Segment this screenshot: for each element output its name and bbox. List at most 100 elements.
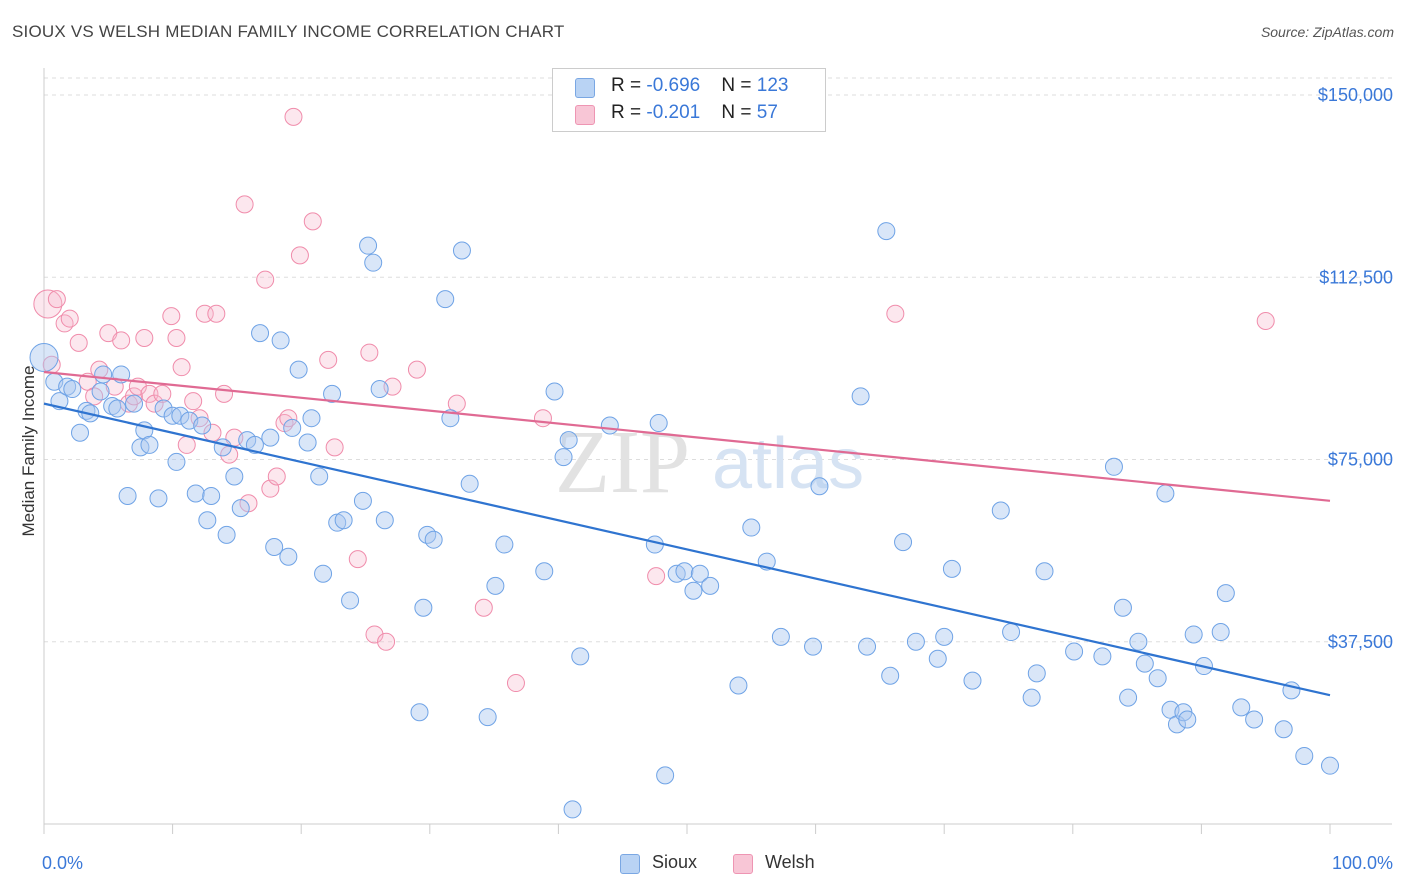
sioux-point bbox=[91, 382, 110, 401]
sioux-point bbox=[341, 591, 360, 610]
sioux-point bbox=[1295, 746, 1314, 765]
sioux-point bbox=[29, 342, 59, 372]
sioux-point bbox=[245, 435, 264, 454]
welsh-point bbox=[215, 384, 234, 403]
sioux-point bbox=[1035, 562, 1054, 581]
sioux-point bbox=[991, 501, 1010, 520]
welsh-point bbox=[69, 333, 88, 352]
sioux-point bbox=[1022, 688, 1041, 707]
y-tick-label: $150,000 bbox=[1318, 85, 1393, 105]
sioux-point bbox=[559, 431, 578, 450]
welsh-point bbox=[377, 632, 396, 651]
sioux-point bbox=[935, 627, 954, 646]
sioux-point bbox=[231, 499, 250, 518]
welsh-point bbox=[172, 358, 191, 377]
sioux-point bbox=[265, 537, 284, 556]
sioux-point bbox=[1002, 623, 1021, 642]
sioux-point bbox=[1113, 598, 1132, 617]
welsh-point bbox=[184, 392, 203, 411]
welsh-point bbox=[207, 304, 226, 323]
welsh-point bbox=[474, 598, 493, 617]
sioux-point bbox=[656, 766, 675, 785]
sioux-point bbox=[1245, 710, 1264, 729]
sioux-point bbox=[103, 397, 122, 416]
x-tick-label-min: 0.0% bbox=[42, 853, 83, 873]
sioux-point bbox=[690, 564, 709, 583]
sioux-trend-line bbox=[43, 402, 1331, 697]
welsh-point bbox=[167, 329, 186, 348]
sioux-point bbox=[125, 394, 144, 413]
sioux-point bbox=[302, 409, 321, 428]
sioux-point bbox=[563, 800, 582, 819]
sioux-point bbox=[877, 222, 896, 241]
sioux-swatch bbox=[575, 78, 595, 98]
sioux-point bbox=[359, 236, 378, 255]
sioux-point bbox=[684, 581, 703, 600]
welsh-point bbox=[365, 625, 384, 644]
sioux-point bbox=[906, 632, 925, 651]
welsh-point bbox=[325, 438, 344, 457]
sioux-point bbox=[167, 452, 186, 471]
sioux-point bbox=[298, 433, 317, 452]
sioux-point bbox=[424, 530, 443, 549]
sioux-point bbox=[1135, 654, 1154, 673]
chart-title: SIOUX VS WELSH MEDIAN FAMILY INCOME CORR… bbox=[12, 22, 565, 41]
welsh-point bbox=[256, 270, 275, 289]
sioux-point bbox=[213, 438, 232, 457]
sioux-point bbox=[108, 399, 127, 418]
sioux-point bbox=[1129, 632, 1148, 651]
sioux-point bbox=[1065, 642, 1084, 661]
sioux-point bbox=[804, 637, 823, 656]
y-axis-label: Median Family Income bbox=[19, 365, 38, 536]
x-tick-label-max: 100.0% bbox=[1332, 853, 1393, 873]
sioux-point bbox=[1104, 457, 1123, 476]
sioux-point bbox=[571, 647, 590, 666]
welsh-point bbox=[135, 329, 154, 348]
sioux-legend-swatch bbox=[620, 854, 640, 874]
sioux-point bbox=[810, 477, 829, 496]
sioux-point bbox=[942, 559, 961, 578]
trend-lines bbox=[43, 370, 1331, 697]
sioux-point bbox=[118, 486, 137, 505]
sioux-point bbox=[414, 598, 433, 617]
welsh-point bbox=[60, 309, 79, 328]
sioux-point bbox=[225, 467, 244, 486]
sioux-point bbox=[1232, 698, 1251, 717]
sioux-point bbox=[649, 414, 668, 433]
sioux-point bbox=[163, 406, 182, 425]
sioux-point bbox=[193, 416, 212, 435]
welsh-point bbox=[279, 409, 298, 428]
sioux-point bbox=[375, 511, 394, 530]
welsh-swatch bbox=[575, 105, 595, 125]
welsh-point bbox=[647, 567, 666, 586]
sioux-r-label: R = bbox=[611, 75, 647, 96]
welsh-points bbox=[33, 107, 1275, 693]
sioux-point bbox=[894, 533, 913, 552]
sioux-point bbox=[323, 384, 342, 403]
sioux-point bbox=[261, 428, 280, 447]
welsh-point bbox=[112, 331, 131, 350]
sioux-n-value: 123 bbox=[756, 75, 789, 96]
welsh-point bbox=[284, 107, 303, 126]
sioux-point bbox=[271, 331, 290, 350]
watermark-atlas: atlas bbox=[712, 424, 864, 504]
welsh-r-label: R = bbox=[611, 102, 647, 123]
welsh-n-label: N = bbox=[721, 102, 757, 123]
watermark-zip: ZIP bbox=[555, 413, 690, 512]
welsh-point bbox=[360, 343, 379, 362]
sioux-point bbox=[370, 380, 389, 399]
sioux-point bbox=[279, 547, 298, 566]
sioux-point bbox=[881, 666, 900, 685]
y-tick-label: $75,000 bbox=[1328, 450, 1393, 470]
y-tick-label: $112,500 bbox=[1319, 267, 1393, 287]
welsh-point bbox=[506, 674, 525, 693]
sioux-point bbox=[452, 241, 471, 260]
sioux-point bbox=[410, 703, 429, 722]
welsh-point bbox=[145, 394, 164, 413]
sioux-point bbox=[460, 474, 479, 493]
sioux-point bbox=[729, 676, 748, 695]
welsh-point bbox=[303, 212, 322, 231]
sioux-point bbox=[202, 486, 221, 505]
sioux-point bbox=[771, 627, 790, 646]
welsh-point bbox=[162, 307, 181, 326]
